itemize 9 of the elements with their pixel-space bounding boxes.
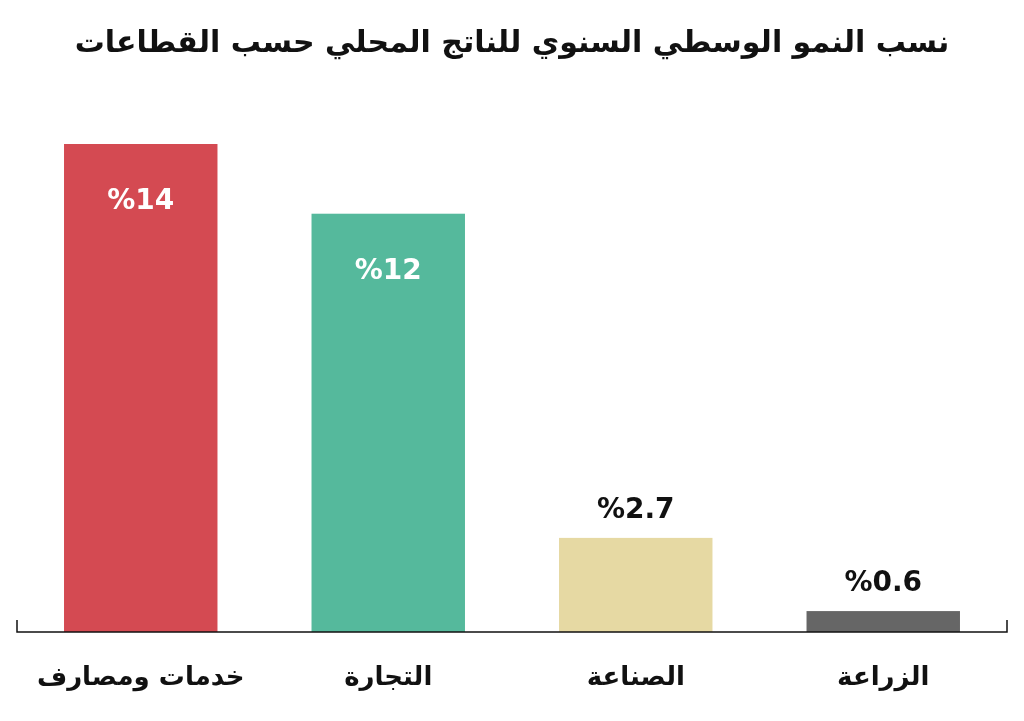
x-tick-label: الزراعة bbox=[837, 661, 930, 692]
x-tick-label: خدمات ومصارف bbox=[36, 661, 245, 692]
data-label: %14 bbox=[107, 183, 175, 216]
data-label: %0.6 bbox=[844, 565, 923, 599]
chart-title: نسب النمو الوسطي السنوي للناتج المحلي حسب القطاعات bbox=[74, 24, 950, 60]
x-tick-label: التجارة bbox=[344, 661, 433, 691]
x-tick-label: الصناعة bbox=[586, 661, 685, 691]
data-label: %2.7 bbox=[596, 491, 675, 525]
data-label: %12 bbox=[354, 252, 422, 286]
